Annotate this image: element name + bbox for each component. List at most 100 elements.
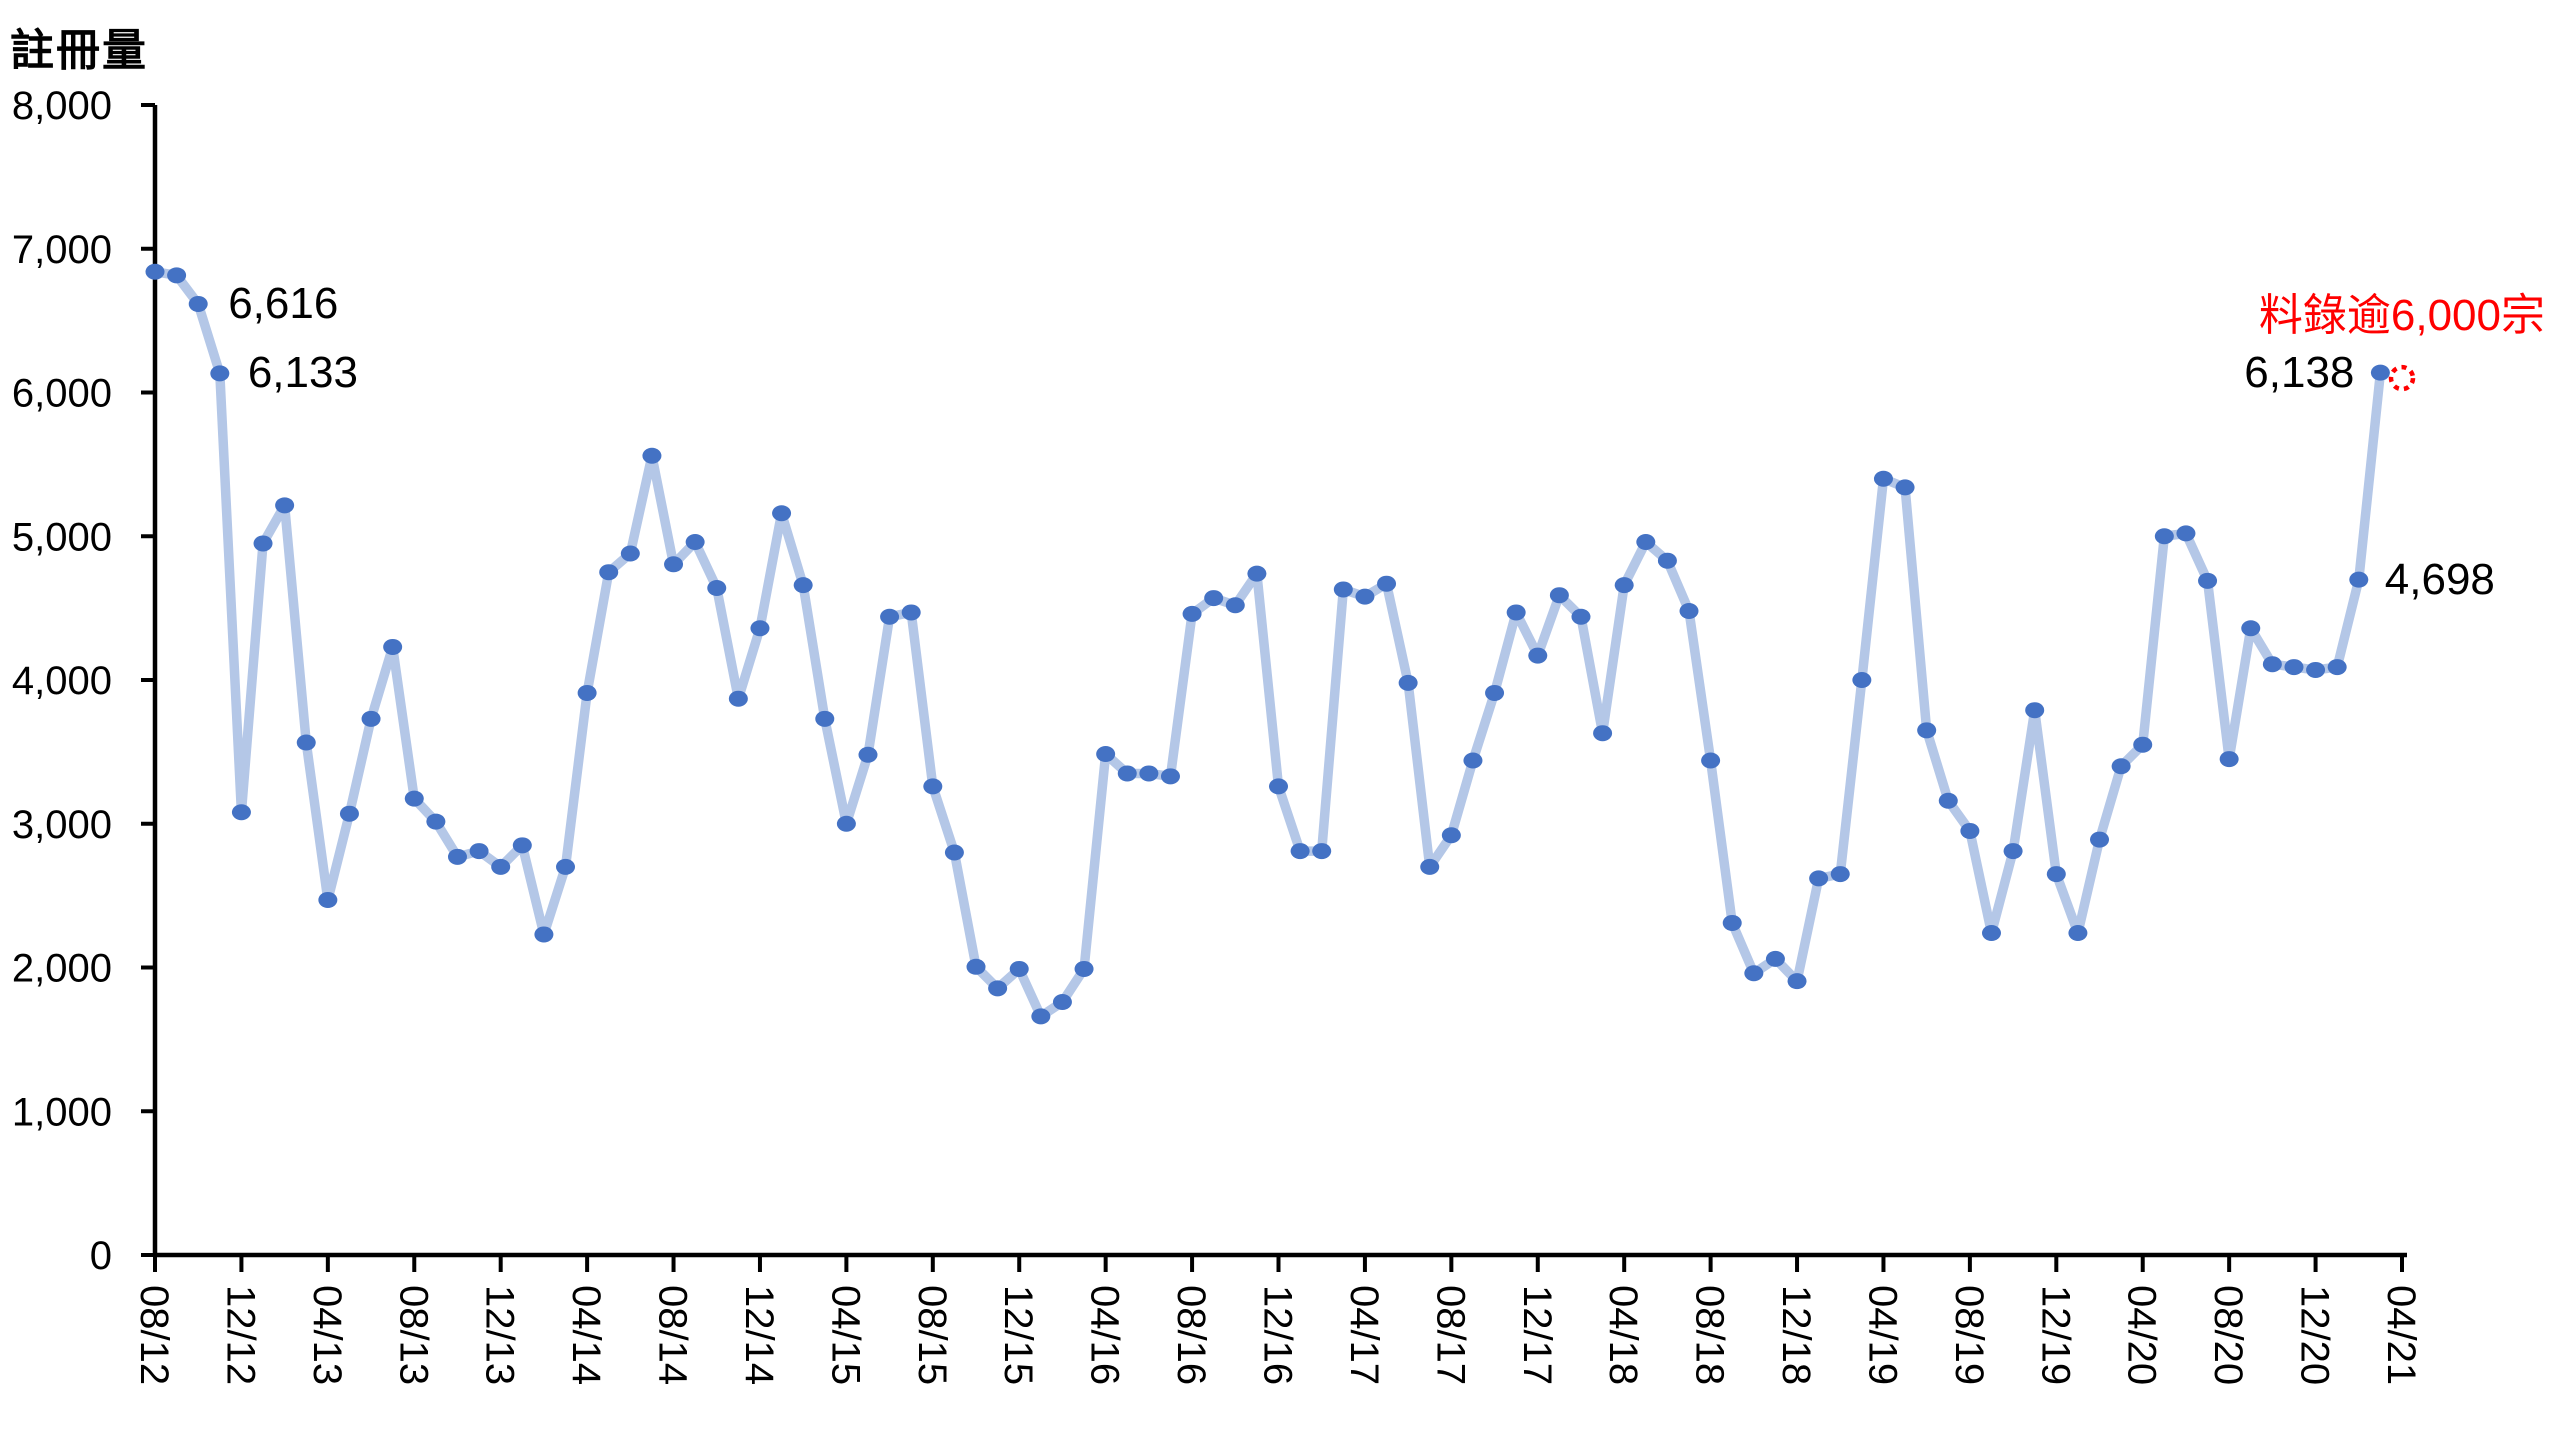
x-tick-label: 08/12 <box>132 1285 176 1385</box>
data-point <box>1917 722 1937 739</box>
data-point <box>1873 470 1893 487</box>
data-point <box>1830 866 1850 883</box>
data-point <box>145 263 165 280</box>
data-point <box>772 505 792 522</box>
data-point <box>944 844 964 861</box>
data-point <box>2349 571 2369 588</box>
data-point <box>836 815 856 832</box>
data-point <box>599 564 619 581</box>
data-point <box>1485 684 1505 701</box>
x-tick-label: 12/12 <box>218 1285 262 1385</box>
data-point <box>1096 746 1116 763</box>
data-point <box>2111 758 2131 775</box>
data-point <box>923 778 943 795</box>
y-tick-label: 6,000 <box>12 372 112 416</box>
axes <box>152 105 2407 1258</box>
x-tick-label: 04/16 <box>1083 1285 1127 1385</box>
data-point <box>210 365 230 382</box>
data-point <box>1312 843 1332 860</box>
data-point <box>1593 725 1613 742</box>
x-tick-label: 12/14 <box>737 1285 781 1385</box>
data-point <box>815 710 835 727</box>
data-point <box>2154 528 2174 545</box>
data-point <box>253 535 273 552</box>
data-point <box>1441 827 1461 844</box>
data-markers <box>145 263 2390 1025</box>
data-point <box>1398 674 1418 691</box>
data-point <box>2198 572 2218 589</box>
x-tick-label: 04/14 <box>564 1285 608 1385</box>
data-point <box>1506 604 1526 621</box>
data-point <box>1809 870 1829 887</box>
data-point <box>988 980 1008 997</box>
x-tick-label: 04/15 <box>823 1285 867 1385</box>
data-point <box>1225 597 1245 614</box>
data-point <box>1377 575 1397 592</box>
x-tick-label: 04/19 <box>1860 1285 1904 1385</box>
data-point <box>318 891 338 908</box>
data-line <box>150 267 2386 1022</box>
data-point <box>1549 587 1569 604</box>
x-tick-label: 12/17 <box>1515 1285 1559 1385</box>
data-point <box>2068 925 2088 941</box>
forecast-marker <box>2388 364 2416 392</box>
data-point <box>1722 914 1742 931</box>
annotation-nov-2012: 6,133 <box>247 348 358 398</box>
data-point <box>1031 1008 1051 1025</box>
y-tick-label: 1,000 <box>12 1090 112 1134</box>
data-point <box>2046 866 2066 883</box>
data-point <box>620 545 640 562</box>
x-tick-label: 08/18 <box>1688 1285 1732 1385</box>
data-point <box>1765 950 1785 967</box>
data-point <box>966 958 986 975</box>
annotation-oct-2012: 6,616 <box>228 278 339 328</box>
data-point <box>231 804 251 821</box>
data-point <box>361 710 381 727</box>
data-point <box>858 746 878 763</box>
x-tick-label: 08/15 <box>910 1285 954 1385</box>
data-point <box>664 556 684 573</box>
data-point <box>750 620 770 637</box>
data-point <box>2370 364 2390 381</box>
data-point <box>1895 479 1915 496</box>
data-point <box>404 790 424 807</box>
x-tick-label: 12/20 <box>2293 1285 2337 1385</box>
chart-title: 註冊量 <box>10 26 148 75</box>
data-point <box>1744 965 1764 982</box>
data-point <box>1636 534 1656 550</box>
x-tick-label: 08/16 <box>1169 1285 1213 1385</box>
data-point <box>2284 659 2304 676</box>
data-point <box>1052 994 1072 1010</box>
x-tick-label: 04/20 <box>2120 1285 2164 1385</box>
annotation-apr-2021-forecast: 料錄逾6,000宗 <box>2258 291 2545 340</box>
data-point <box>1463 752 1483 769</box>
data-point <box>1938 792 1958 809</box>
x-tick-label: 12/19 <box>2033 1285 2077 1385</box>
y-tick-label: 3,000 <box>12 803 112 847</box>
x-tick-label: 08/17 <box>1428 1285 1472 1385</box>
x-tick-label: 04/18 <box>1601 1285 1645 1385</box>
data-point <box>1355 588 1375 605</box>
y-tick-label: 2,000 <box>12 947 112 991</box>
y-tick-label: 5,000 <box>12 515 112 559</box>
data-point <box>1852 672 1872 688</box>
y-axis: 0 1,000 2,000 3,000 4,000 5,000 6,000 7,000 8,00… <box>12 84 155 1278</box>
y-tick-label: 8,000 <box>12 84 112 128</box>
data-point <box>491 858 511 875</box>
data-point <box>1701 752 1721 769</box>
data-point <box>577 684 597 701</box>
data-point <box>469 843 489 860</box>
y-tick-label: 0 <box>90 1234 112 1278</box>
annotation-mar-2021: 6,138 <box>2244 347 2355 397</box>
data-point <box>1269 778 1288 795</box>
data-point <box>1160 768 1180 785</box>
x-tick-label: 12/15 <box>996 1285 1040 1385</box>
data-point <box>1657 552 1677 569</box>
x-tick-label: 08/20 <box>2206 1285 2250 1385</box>
data-point <box>2003 843 2023 860</box>
data-point <box>2262 656 2282 673</box>
data-point <box>2176 525 2196 542</box>
data-point <box>1074 960 1094 977</box>
data-point <box>339 805 359 822</box>
